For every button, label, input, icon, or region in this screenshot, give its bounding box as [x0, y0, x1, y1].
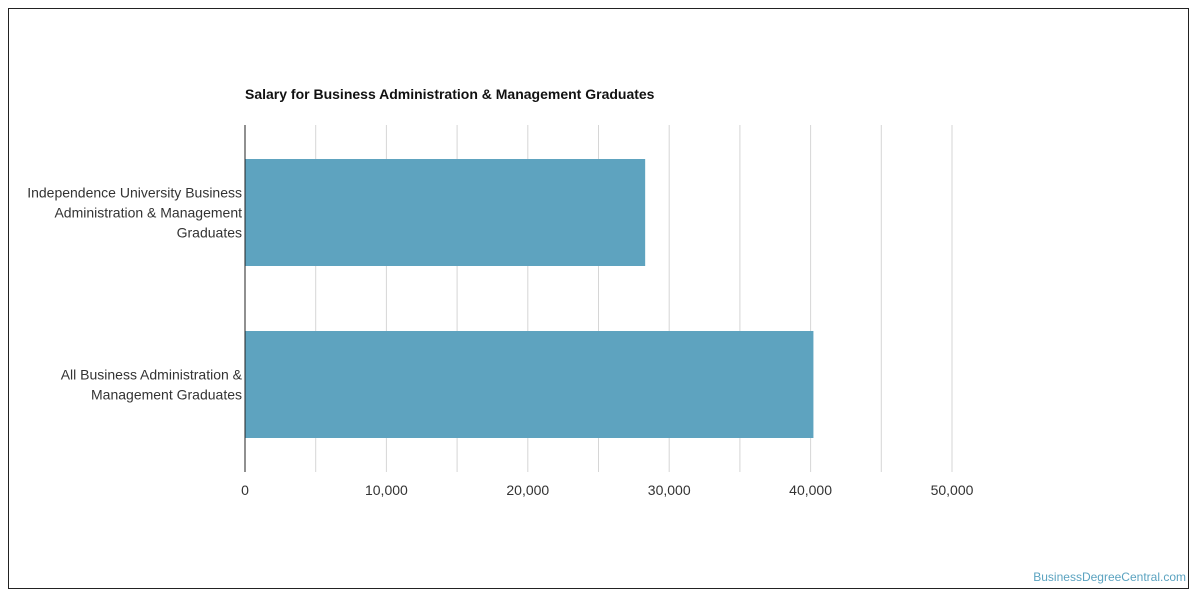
bars [245, 159, 814, 438]
bar [245, 159, 646, 266]
x-tick-label: 40,000 [789, 482, 832, 498]
watermark-text: BusinessDegreeCentral.com [1033, 570, 1186, 584]
x-tick-labels: 0 10,000 20,000 30,000 40,000 50,000 [241, 482, 974, 498]
x-tick-label: 10,000 [365, 482, 408, 498]
category-label: All Business Administration & Management … [61, 367, 243, 403]
bar [245, 331, 814, 438]
x-tick-label: 30,000 [648, 482, 691, 498]
chart-title: Salary for Business Administration & Man… [245, 86, 655, 102]
x-tick-label: 20,000 [506, 482, 549, 498]
category-labels: Independence University Business Administ… [27, 185, 242, 403]
category-label: Independence University Business Administ… [27, 185, 242, 241]
x-tick-label: 0 [241, 482, 249, 498]
x-tick-label: 50,000 [931, 482, 974, 498]
